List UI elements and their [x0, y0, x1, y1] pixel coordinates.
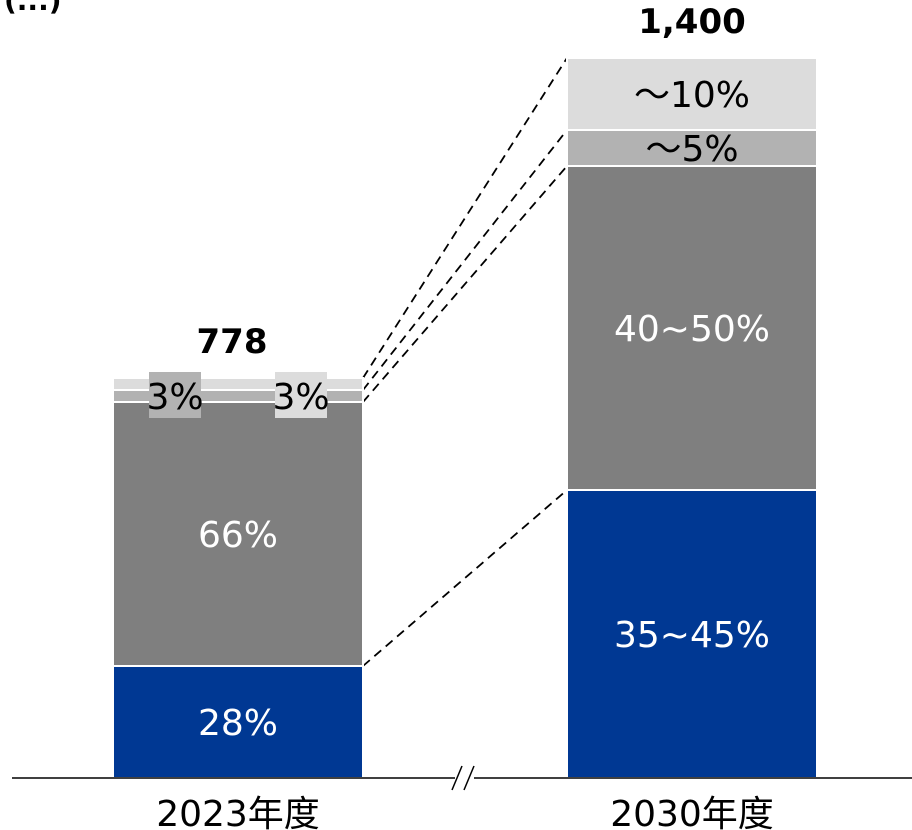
total-label-0: 778	[197, 322, 268, 362]
bar-segment-1-3	[566, 57, 818, 131]
category-label-1: 2030年度	[610, 794, 774, 830]
connector-line-1	[362, 165, 568, 403]
segment-label-1-0: 35~45%	[614, 615, 770, 656]
segment-label-0-3: 3%	[272, 377, 329, 418]
connector-line-3	[362, 57, 568, 379]
segment-label-bg-0-2	[149, 372, 201, 418]
total-label-1: 1,400	[638, 2, 746, 42]
axis-break-mark-left	[451, 765, 463, 791]
segment-label-0-1: 66%	[198, 515, 278, 556]
segment-label-0-0: 28%	[198, 703, 278, 744]
bar-segment-0-0	[112, 665, 364, 779]
segment-label-1-2: ～5%	[645, 129, 738, 170]
connector-lines	[362, 57, 568, 667]
bar-segment-1-2	[566, 129, 818, 167]
segment-labels: 28% 66% 3% 3% 35~45% 40~50% ～5% ～10% 778 1,400	[146, 2, 770, 744]
category-label-0: 2023年度	[156, 794, 320, 830]
segment-label-1-3: ～10%	[634, 75, 750, 116]
segment-label-0-2: 3%	[146, 377, 203, 418]
axis-break-mark-right	[463, 765, 475, 791]
bar-segment-0-1	[112, 401, 364, 667]
bar-segment-1-0	[566, 489, 818, 779]
x-axis: 2023年度 2030年度	[12, 765, 912, 830]
segment-label-bg-0-3	[275, 372, 327, 418]
connector-line-2	[362, 129, 568, 391]
segment-label-1-1: 40~50%	[614, 309, 770, 350]
unit-label: (...)	[4, 0, 62, 17]
connector-line-0	[362, 489, 568, 667]
